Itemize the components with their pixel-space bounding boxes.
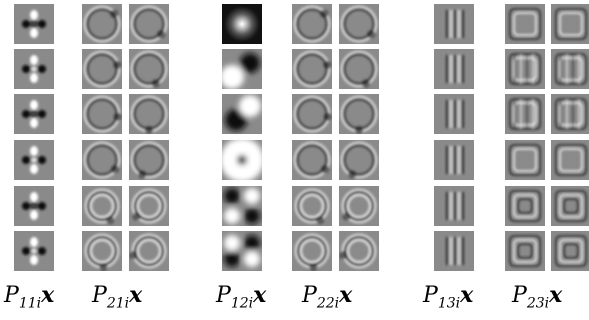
p22-filter-tile xyxy=(292,231,332,271)
p21-filter-tile xyxy=(129,49,169,89)
p21-filter-tile xyxy=(129,4,169,44)
p11-filter-tile xyxy=(14,231,54,271)
p12-filter-tile xyxy=(222,49,262,89)
p12-filter-tile xyxy=(222,94,262,134)
label-p21: P21ix xyxy=(92,282,143,312)
p11-filter-tile xyxy=(14,186,54,226)
label-p12: P12ix xyxy=(216,282,267,312)
label-p11: P11ix xyxy=(4,282,55,312)
label-p22: P22ix xyxy=(302,282,353,312)
p23-filter-tile xyxy=(505,140,545,180)
p21-filter-tile xyxy=(82,140,122,180)
p23-filter-tile xyxy=(505,94,545,134)
p23-filter-tile xyxy=(551,4,589,44)
p21-filter-tile xyxy=(82,94,122,134)
p11-filter-tile xyxy=(14,49,54,89)
p13-filter-tile xyxy=(434,186,474,226)
p22-filter-tile xyxy=(339,231,379,271)
label-p13: P13ix xyxy=(423,282,474,312)
p11-filter-tile xyxy=(14,4,54,44)
p21-filter-tile xyxy=(82,186,122,226)
p22-filter-tile xyxy=(292,49,332,89)
p23-filter-tile xyxy=(551,94,589,134)
filter-tiles xyxy=(14,4,589,271)
p12-filter-tile xyxy=(222,186,262,226)
p22-filter-tile xyxy=(339,4,379,44)
p22-filter-tile xyxy=(339,140,379,180)
p21-filter-tile xyxy=(82,4,122,44)
p13-filter-tile xyxy=(434,231,474,271)
p11-filter-tile xyxy=(14,140,54,180)
p21-filter-tile xyxy=(129,186,169,226)
p22-filter-tile xyxy=(292,94,332,134)
p13-filter-tile xyxy=(434,94,474,134)
p21-filter-tile xyxy=(82,231,122,271)
p23-filter-tile xyxy=(505,49,545,89)
p21-filter-tile xyxy=(82,49,122,89)
p12-filter-tile xyxy=(222,4,262,44)
p21-filter-tile xyxy=(129,94,169,134)
p23-filter-tile xyxy=(551,140,589,180)
p13-filter-tile xyxy=(434,49,474,89)
p22-filter-tile xyxy=(339,186,379,226)
p13-filter-tile xyxy=(434,4,474,44)
p23-filter-tile xyxy=(505,186,545,226)
p23-filter-tile xyxy=(505,4,545,44)
p22-filter-tile xyxy=(339,94,379,134)
p23-filter-tile xyxy=(551,231,589,271)
p11-filter-tile xyxy=(14,94,54,134)
p23-filter-tile xyxy=(505,231,545,271)
p12-filter-tile xyxy=(222,140,262,180)
p22-filter-tile xyxy=(292,186,332,226)
p23-filter-tile xyxy=(551,49,589,89)
p22-filter-tile xyxy=(292,4,332,44)
label-p23: P23ix xyxy=(512,282,563,312)
p12-filter-tile xyxy=(222,231,262,271)
p22-filter-tile xyxy=(339,49,379,89)
p23-filter-tile xyxy=(551,186,589,226)
p22-filter-tile xyxy=(292,140,332,180)
p21-filter-tile xyxy=(129,140,169,180)
p13-filter-tile xyxy=(434,140,474,180)
p21-filter-tile xyxy=(129,231,169,271)
